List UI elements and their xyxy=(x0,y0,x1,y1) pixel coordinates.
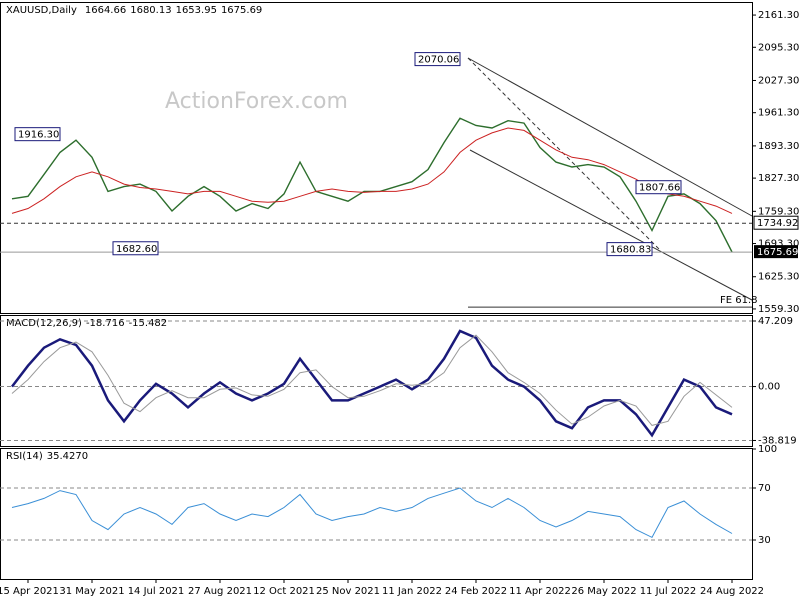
price-panel xyxy=(0,2,753,314)
y-tick-label: -38.819 xyxy=(758,435,797,446)
y-tick-label: 1961.30 xyxy=(758,108,799,119)
symbol: XAUUSD,Daily xyxy=(6,5,77,16)
pivot-label: 1734.92 xyxy=(757,218,798,229)
x-tick-label: 14 Jul 2021 xyxy=(128,586,185,597)
macd-title: MACD(12,26,9) xyxy=(6,318,82,329)
y-tick-label: 1827.30 xyxy=(758,173,799,184)
macd-value: -18.716 xyxy=(86,318,125,329)
y-tick-label: 100 xyxy=(758,444,777,455)
x-tick-label: 24 Aug 2022 xyxy=(700,586,764,597)
annotation-box xyxy=(14,127,61,142)
x-tick-label: 11 Apr 2022 xyxy=(509,586,571,597)
y-tick-label: 1625.30 xyxy=(758,272,799,283)
series-line xyxy=(11,334,733,426)
low: 1653.95 xyxy=(176,5,217,16)
close: 1675.69 xyxy=(221,5,262,16)
annotation-box xyxy=(635,180,682,195)
open: 1664.66 xyxy=(85,5,126,16)
y-tick-label: 2095.30 xyxy=(758,42,799,53)
rsi-header: RSI(14) 35.4270 xyxy=(6,451,88,462)
series-line xyxy=(11,487,733,539)
y-tick-label: 1759.30 xyxy=(758,206,799,217)
x-tick-label: 11 Jul 2022 xyxy=(640,586,697,597)
fe-label: FE 61.8 xyxy=(720,295,758,306)
x-tick-label: 24 Feb 2022 xyxy=(445,586,507,597)
x-tick-label: 31 May 2021 xyxy=(59,586,124,597)
y-tick-label: 47.209 xyxy=(758,316,793,327)
watermark: ActionForex.com xyxy=(165,89,348,114)
y-tick-label: 1559.30 xyxy=(758,304,799,315)
rsi-value: 35.4270 xyxy=(47,451,88,462)
macd-panel xyxy=(0,315,753,447)
price-header: XAUUSD,Daily 1664.66 1680.13 1653.95 1675.69 xyxy=(6,5,262,16)
pivot-box xyxy=(753,215,799,230)
x-tick-label: 12 Oct 2021 xyxy=(253,586,315,597)
x-tick-label: 25 Nov 2021 xyxy=(316,586,380,597)
y-tick-label: 2027.30 xyxy=(758,75,799,86)
high: 1680.13 xyxy=(130,5,171,16)
signal-value: -15.482 xyxy=(129,318,168,329)
annotation-box xyxy=(112,241,159,256)
series-line xyxy=(11,127,733,214)
series-line xyxy=(11,329,733,438)
y-tick-label: 0.00 xyxy=(758,382,780,393)
x-tick-label: 26 May 2022 xyxy=(571,586,636,597)
annotation-box xyxy=(606,242,653,257)
annotation-label: 1682.60 xyxy=(116,244,157,255)
x-tick-label: 15 Apr 2021 xyxy=(0,586,59,597)
annotation-label: 1916.30 xyxy=(18,130,59,141)
x-tick-label: 27 Aug 2021 xyxy=(188,586,252,597)
last-price-label: 1675.69 xyxy=(757,247,798,258)
channel-lower xyxy=(469,149,753,301)
annotation-label: 1807.66 xyxy=(639,183,680,194)
annotation-label: 1680.83 xyxy=(610,245,651,256)
annotation-label: 2070.06 xyxy=(418,55,459,66)
annotation-box xyxy=(414,52,461,67)
last-price-box xyxy=(754,245,798,259)
channel-upper xyxy=(467,57,753,217)
rsi-panel xyxy=(0,448,753,580)
y-tick-label: 30 xyxy=(758,535,771,546)
rsi-title: RSI(14) xyxy=(6,451,43,462)
y-tick-label: 70 xyxy=(758,483,771,494)
macd-header: MACD(12,26,9) -18.716 -15.482 xyxy=(6,318,167,329)
y-tick-label: 2161.30 xyxy=(758,10,799,21)
x-tick-label: 11 Jan 2022 xyxy=(382,586,442,597)
y-tick-label: 1693.30 xyxy=(758,239,799,250)
y-tick-label: 1893.30 xyxy=(758,141,799,152)
